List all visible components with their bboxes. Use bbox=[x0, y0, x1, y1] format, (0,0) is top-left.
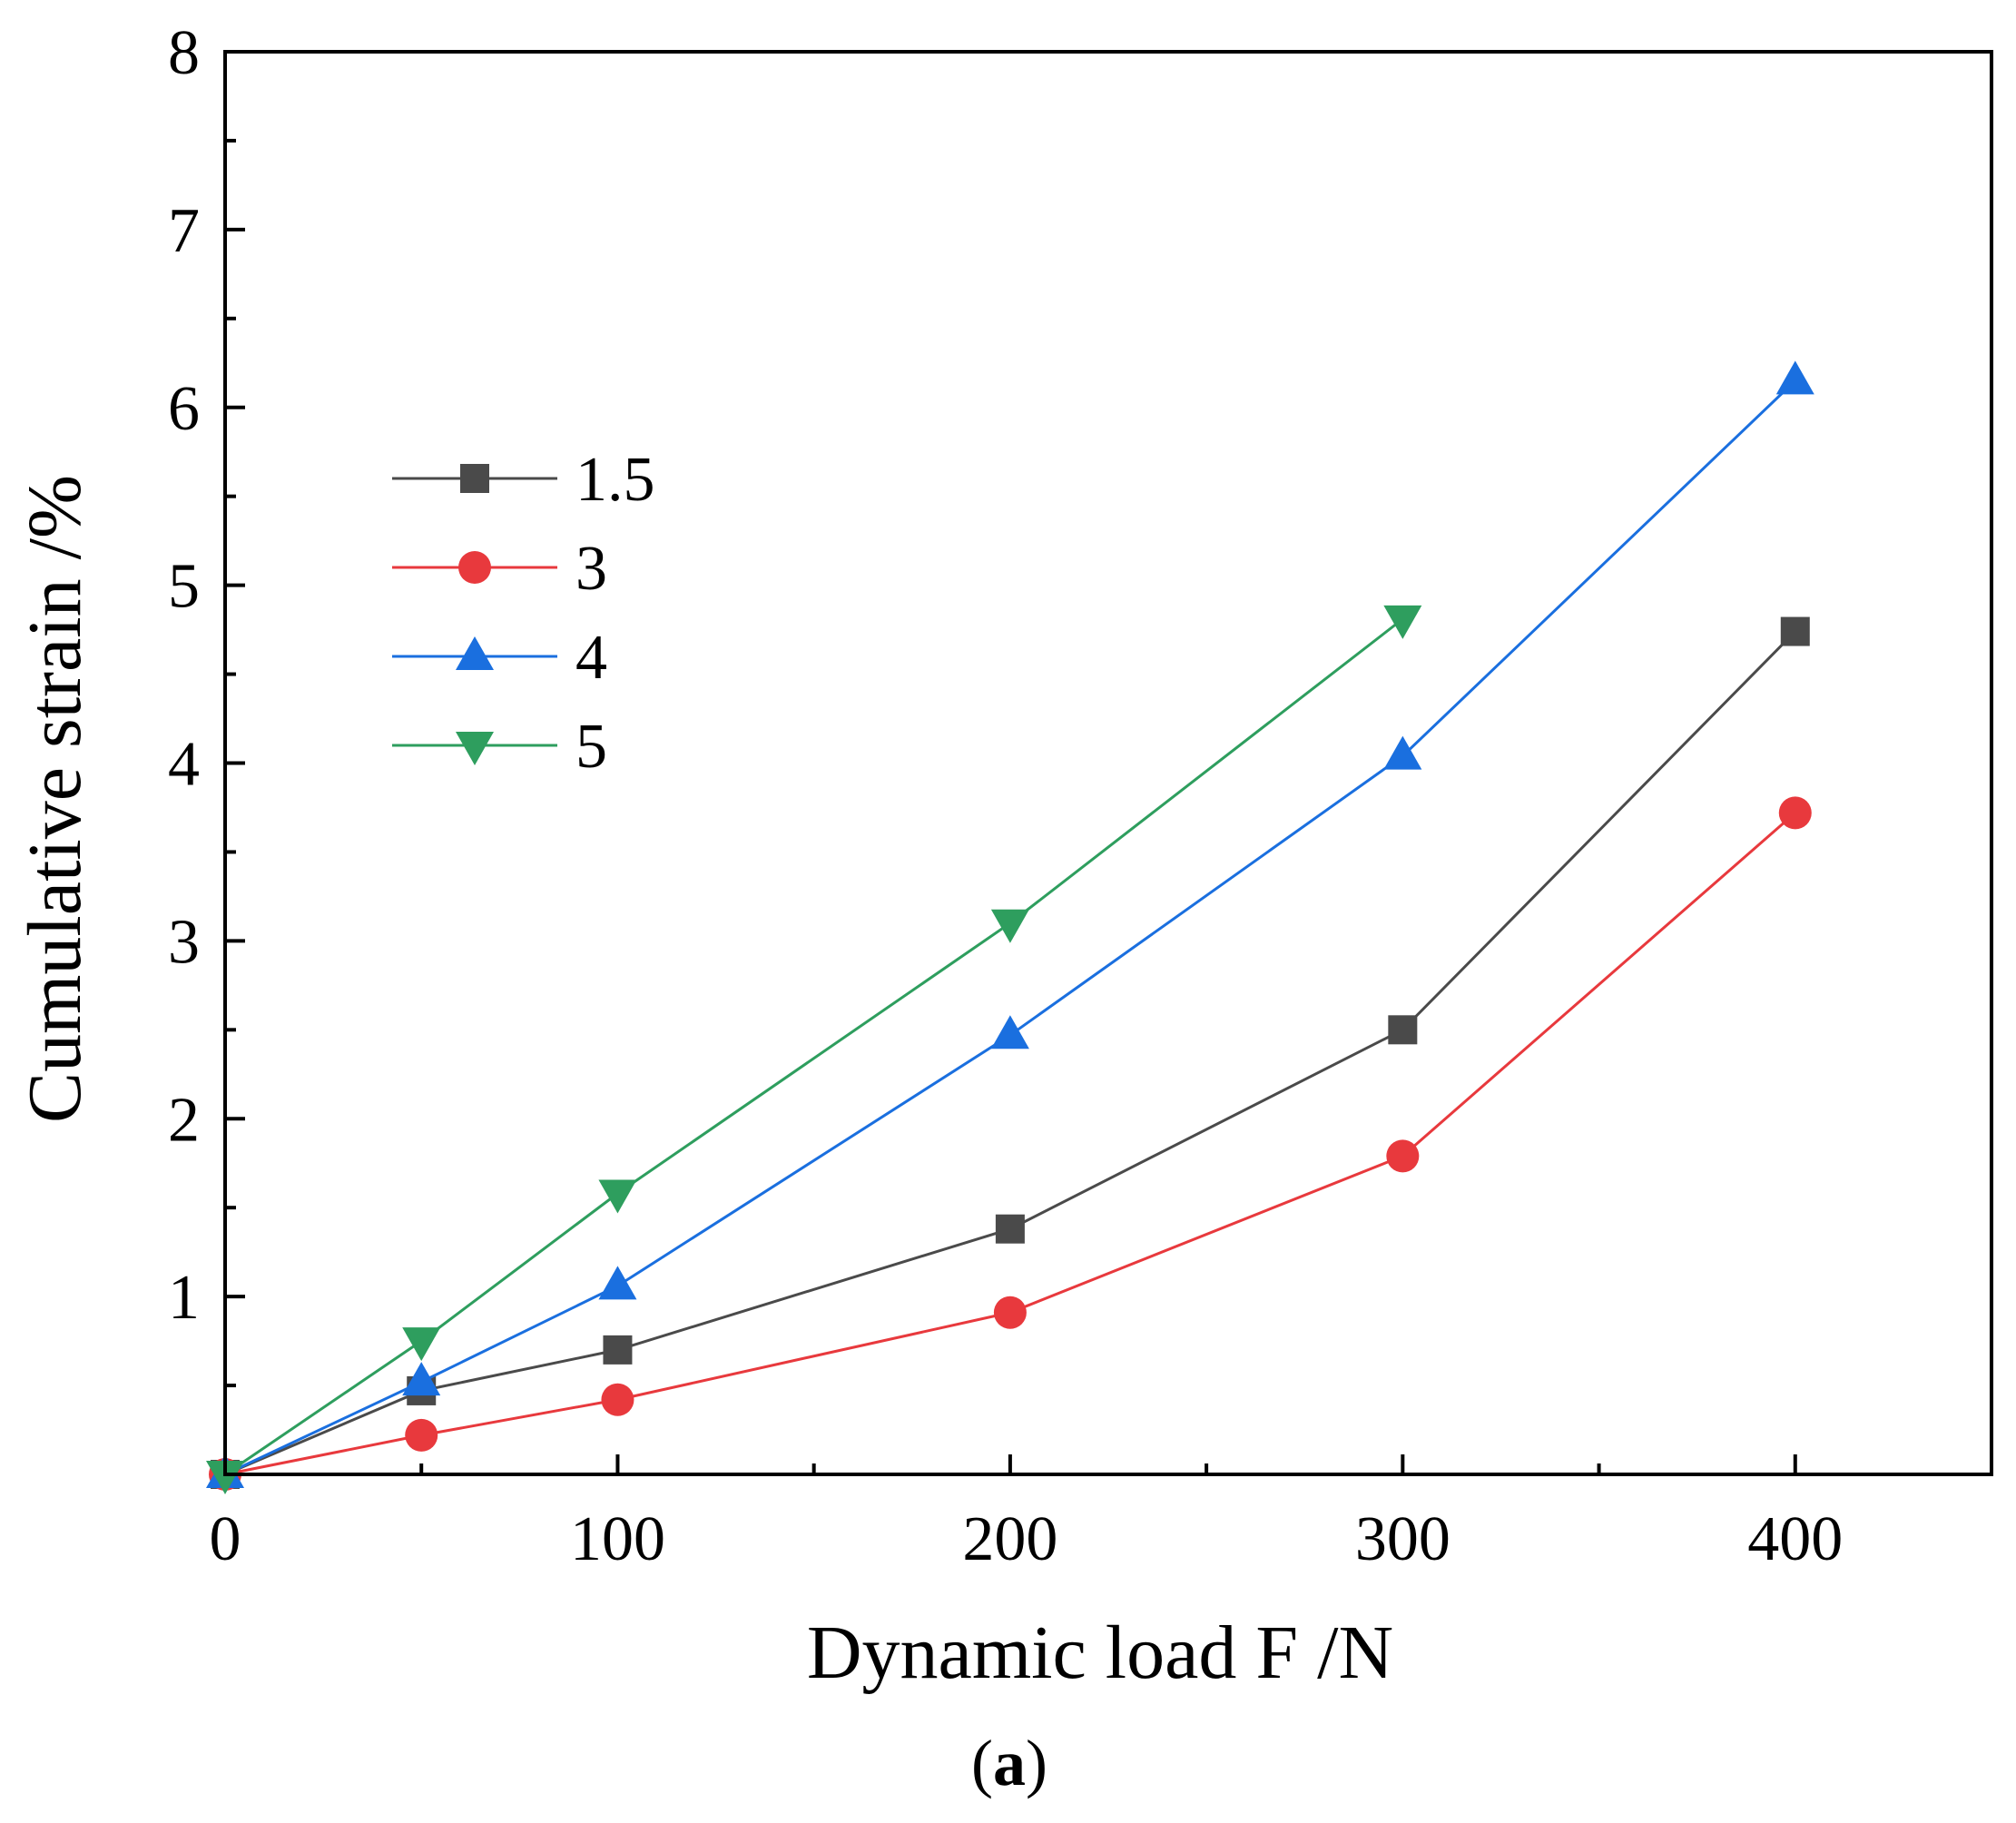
legend-marker bbox=[456, 732, 494, 765]
x-tick-label: 300 bbox=[1355, 1504, 1451, 1574]
data-point bbox=[206, 1461, 244, 1494]
x-tick-label: 100 bbox=[570, 1504, 665, 1574]
plot-frame bbox=[223, 50, 1993, 1476]
legend-label: 3 bbox=[575, 534, 607, 604]
caption-paren-close: ) bbox=[1026, 1727, 1047, 1799]
legend-label: 4 bbox=[575, 623, 607, 693]
y-tick-label: 3 bbox=[168, 907, 200, 977]
x-tick-label: 400 bbox=[1747, 1504, 1843, 1574]
y-tick-label: 6 bbox=[168, 374, 200, 444]
caption-paren-open: ( bbox=[971, 1727, 993, 1799]
legend-label: 5 bbox=[575, 712, 607, 782]
y-axis-title: Cumulative strain /% bbox=[13, 475, 97, 1123]
x-axis-title: Dynamic load F /N bbox=[807, 1611, 1393, 1695]
data-point bbox=[405, 1418, 438, 1452]
data-point bbox=[993, 1296, 1027, 1329]
data-point bbox=[1383, 735, 1422, 770]
data-point bbox=[1388, 1015, 1418, 1045]
data-point bbox=[1775, 360, 1814, 395]
series-layer bbox=[206, 360, 1814, 1494]
y-tick-label: 1 bbox=[168, 1263, 200, 1333]
series-line bbox=[224, 630, 1796, 1476]
data-point bbox=[1780, 616, 1810, 646]
x-tick-label: 0 bbox=[210, 1504, 241, 1574]
legend-marker bbox=[460, 464, 489, 493]
data-point bbox=[402, 1362, 441, 1396]
data-point bbox=[995, 1214, 1025, 1244]
series-line bbox=[224, 812, 1796, 1476]
data-point bbox=[1386, 1139, 1420, 1173]
legend-marker bbox=[458, 551, 491, 584]
y-tick-label: 5 bbox=[168, 552, 200, 622]
y-tick-label: 7 bbox=[168, 196, 200, 266]
legend: 1.5 3 4 5 bbox=[392, 445, 655, 782]
ticks-layer: 0 100 200 300 400 1 2 3 4 5 6 7 8 bbox=[168, 18, 1993, 1574]
caption-letter: a bbox=[993, 1727, 1026, 1799]
x-tick-label: 200 bbox=[962, 1504, 1057, 1574]
legend-item: 3 bbox=[392, 534, 607, 604]
data-point bbox=[990, 1015, 1029, 1049]
y-tick-label: 2 bbox=[168, 1085, 200, 1155]
legend-item: 5 bbox=[392, 712, 607, 782]
figure-caption: (a) bbox=[971, 1727, 1047, 1799]
data-point bbox=[598, 1179, 637, 1214]
series-5 bbox=[206, 605, 1422, 1494]
legend-item: 1.5 bbox=[392, 445, 655, 515]
data-point bbox=[603, 1335, 633, 1365]
y-tick-label: 8 bbox=[168, 18, 200, 88]
data-point bbox=[1778, 796, 1812, 830]
legend-label: 1.5 bbox=[575, 445, 655, 515]
data-point bbox=[598, 1266, 637, 1300]
data-point bbox=[601, 1383, 634, 1416]
data-point bbox=[1383, 605, 1422, 639]
y-tick-label: 4 bbox=[168, 730, 200, 800]
data-point bbox=[402, 1327, 441, 1362]
legend-marker bbox=[456, 636, 494, 670]
legend-item: 4 bbox=[392, 623, 607, 693]
series-line bbox=[224, 379, 1796, 1476]
data-point bbox=[990, 909, 1029, 943]
